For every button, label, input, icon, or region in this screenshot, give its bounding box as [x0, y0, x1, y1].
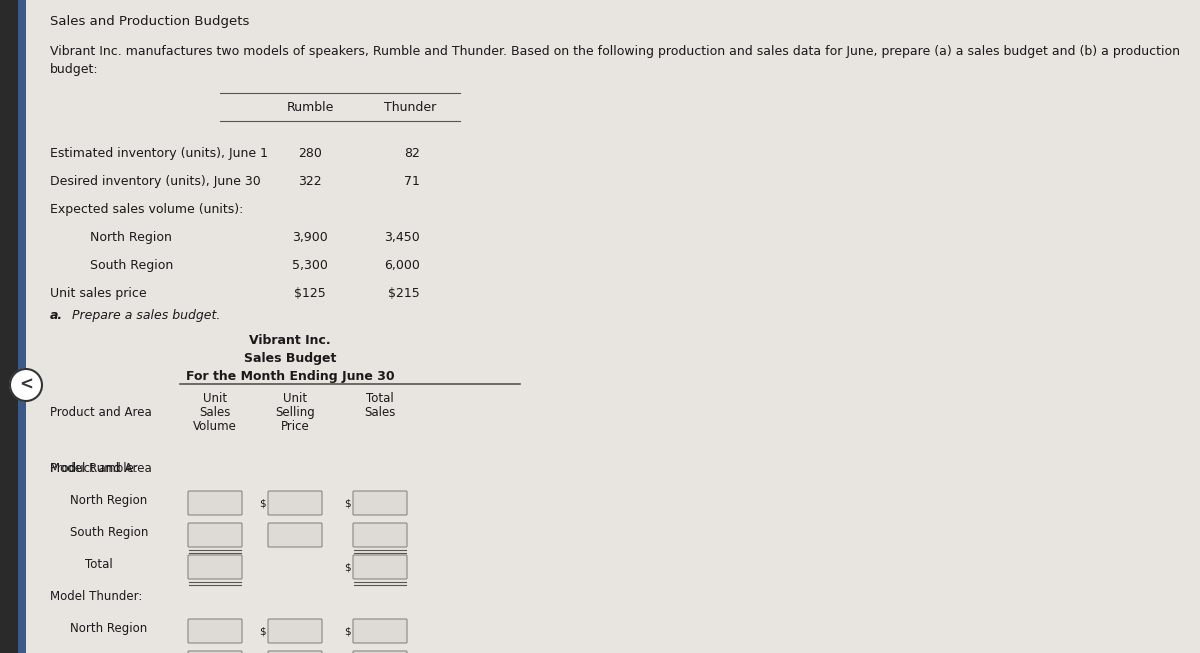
- Text: 82: 82: [404, 147, 420, 160]
- Text: Thunder: Thunder: [384, 101, 436, 114]
- Text: Vibrant Inc. manufactures two models of speakers, Rumble and Thunder. Based on t: Vibrant Inc. manufactures two models of …: [50, 45, 1180, 58]
- Text: South Region: South Region: [70, 526, 149, 539]
- Text: <: <: [19, 376, 34, 394]
- FancyBboxPatch shape: [353, 619, 407, 643]
- FancyBboxPatch shape: [268, 651, 322, 653]
- FancyBboxPatch shape: [188, 555, 242, 579]
- Text: North Region: North Region: [70, 494, 148, 507]
- Text: $: $: [259, 626, 266, 636]
- Text: $: $: [344, 562, 352, 572]
- Text: Price: Price: [281, 420, 310, 433]
- Text: For the Month Ending June 30: For the Month Ending June 30: [186, 370, 395, 383]
- Text: South Region: South Region: [90, 259, 173, 272]
- Text: Expected sales volume (units):: Expected sales volume (units):: [50, 203, 244, 216]
- Text: Total: Total: [366, 392, 394, 405]
- Text: Model Rumble:: Model Rumble:: [50, 462, 138, 475]
- Circle shape: [10, 369, 42, 401]
- Text: $215: $215: [389, 287, 420, 300]
- Text: 3,900: 3,900: [292, 231, 328, 244]
- Text: Selling: Selling: [275, 406, 314, 419]
- FancyBboxPatch shape: [353, 555, 407, 579]
- Text: Sales Budget: Sales Budget: [244, 352, 336, 365]
- Text: Desired inventory (units), June 30: Desired inventory (units), June 30: [50, 175, 260, 188]
- FancyBboxPatch shape: [268, 619, 322, 643]
- Text: North Region: North Region: [70, 622, 148, 635]
- FancyBboxPatch shape: [188, 651, 242, 653]
- Text: 71: 71: [404, 175, 420, 188]
- Text: Unit: Unit: [283, 392, 307, 405]
- FancyBboxPatch shape: [268, 491, 322, 515]
- Text: Estimated inventory (units), June 1: Estimated inventory (units), June 1: [50, 147, 268, 160]
- FancyBboxPatch shape: [353, 491, 407, 515]
- Text: Sales and Production Budgets: Sales and Production Budgets: [50, 15, 250, 28]
- Text: Prepare a sales budget.: Prepare a sales budget.: [72, 309, 221, 322]
- Text: Product and Area: Product and Area: [50, 462, 151, 475]
- FancyBboxPatch shape: [353, 523, 407, 547]
- Text: Sales: Sales: [365, 406, 396, 419]
- Text: $: $: [259, 498, 266, 508]
- Text: $125: $125: [294, 287, 326, 300]
- Text: Rumble: Rumble: [287, 101, 334, 114]
- Text: 5,300: 5,300: [292, 259, 328, 272]
- Text: Unit: Unit: [203, 392, 227, 405]
- Text: Model Thunder:: Model Thunder:: [50, 590, 143, 603]
- FancyBboxPatch shape: [188, 491, 242, 515]
- Bar: [0, 0, 18, 653]
- FancyBboxPatch shape: [353, 651, 407, 653]
- Text: 3,450: 3,450: [384, 231, 420, 244]
- Text: Unit sales price: Unit sales price: [50, 287, 146, 300]
- Text: North Region: North Region: [90, 231, 172, 244]
- Bar: [18, 0, 26, 653]
- Text: Product and Area: Product and Area: [50, 406, 151, 419]
- Text: 322: 322: [298, 175, 322, 188]
- Text: $: $: [344, 498, 352, 508]
- Text: Sales: Sales: [199, 406, 230, 419]
- Text: $: $: [344, 626, 352, 636]
- Text: a.: a.: [50, 309, 64, 322]
- Text: Total: Total: [85, 558, 113, 571]
- FancyBboxPatch shape: [188, 619, 242, 643]
- Text: Volume: Volume: [193, 420, 236, 433]
- Text: 280: 280: [298, 147, 322, 160]
- FancyBboxPatch shape: [188, 523, 242, 547]
- Text: budget:: budget:: [50, 63, 98, 76]
- Text: 6,000: 6,000: [384, 259, 420, 272]
- FancyBboxPatch shape: [268, 523, 322, 547]
- Text: Vibrant Inc.: Vibrant Inc.: [250, 334, 331, 347]
